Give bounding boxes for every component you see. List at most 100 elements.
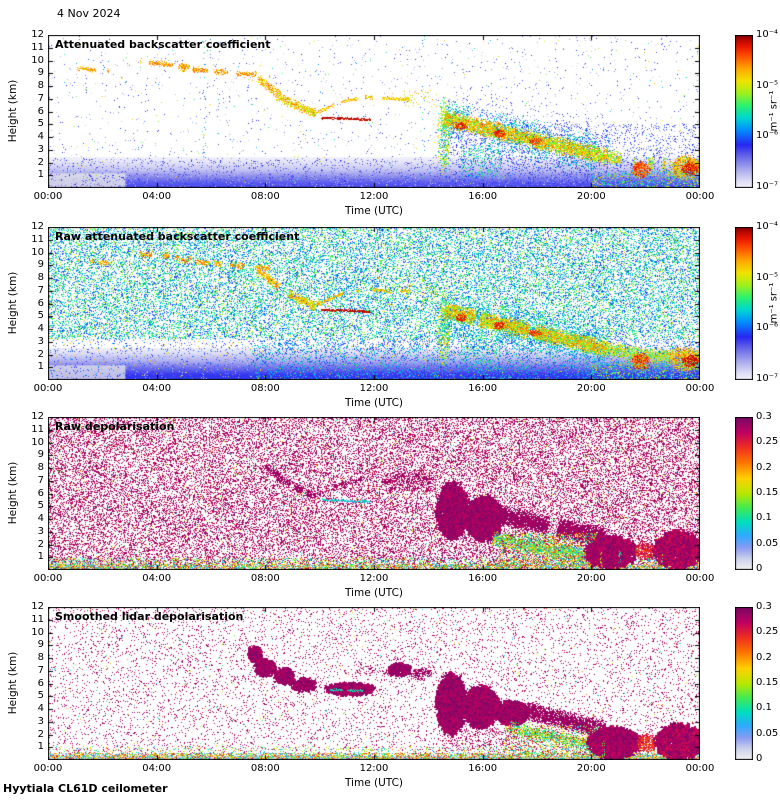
colorbar-tick-label: 10⁻⁴ [756, 29, 779, 40]
y-tick-label: 1 [37, 169, 44, 181]
x-tick-label: 16:00 [468, 573, 498, 584]
x-tick-label: 20:00 [576, 573, 606, 584]
colorbar-tick-label: 0.05 [756, 537, 779, 549]
x-tick-label: 00:00 [33, 573, 63, 584]
colorbar-tick-label: 0 [756, 753, 763, 764]
x-tick-label: 08:00 [250, 191, 280, 202]
colorbar-canvas [735, 607, 753, 760]
date-label: 4 Nov 2024 [57, 7, 121, 20]
y-tick-label: 6 [37, 677, 44, 689]
x-tick-label: 12:00 [359, 573, 389, 584]
y-tick-label: 8 [37, 272, 44, 283]
x-tick-label: 08:00 [250, 763, 280, 774]
y-tick-label: 10 [31, 626, 44, 638]
y-tick-label: 9 [37, 259, 44, 271]
colorbar-canvas [735, 417, 753, 570]
x-tick-label: 00:00 [685, 191, 715, 202]
y-tick-label: 5 [37, 500, 44, 512]
colorbar-tick-label: 0.2 [756, 461, 772, 473]
y-tick-label: 10 [31, 54, 44, 66]
y-tick-label: 4 [37, 131, 44, 142]
y-tick-label: 7 [37, 664, 44, 676]
x-tick-label: 08:00 [250, 573, 280, 584]
y-tick-label: 2 [37, 538, 44, 550]
y-tick-label: 11 [31, 233, 44, 245]
y-tick-label: 8 [37, 652, 44, 663]
y-tick-label: 11 [31, 41, 44, 53]
y-tick-label: 12 [31, 411, 44, 422]
colorbar-tick-label: 0.1 [756, 512, 772, 524]
x-tick-label: 04:00 [142, 573, 172, 584]
panel-attenuated-backscatter: Height (km) Attenuated backscatter coeff… [0, 29, 780, 231]
y-tick-label: 6 [37, 297, 44, 309]
x-tick-label: 16:00 [468, 763, 498, 774]
colorbar-canvas [735, 35, 753, 188]
x-tick-label: 12:00 [359, 763, 389, 774]
colorbar-tick-label: 10⁻⁵ [756, 79, 779, 91]
panel-raw-attenuated-backscatter: Height (km) Raw attenuated backscatter c… [0, 221, 780, 423]
y-tick-label: 12 [31, 29, 44, 40]
y-tick-label: 4 [37, 703, 44, 714]
panel-title: Smoothed lidar depolarisation [55, 610, 244, 623]
x-tick-label: 20:00 [576, 191, 606, 202]
y-tick-label: 6 [37, 487, 44, 499]
colorbar-tick-label: 10⁻⁷ [756, 181, 779, 192]
x-tick-label: 00:00 [685, 763, 715, 774]
y-tick-label: 9 [37, 639, 44, 651]
x-axis-label: Time (UTC) [344, 205, 404, 217]
colorbar-unit-label: m⁻¹ sr⁻¹ [768, 90, 780, 132]
colorbar-tick-label: 10⁻⁶ [756, 130, 779, 142]
x-axis-label: Time (UTC) [344, 397, 404, 409]
colorbar-tick-label: 0.05 [756, 727, 779, 739]
plot-area: Smoothed lidar depolarisation 00:00 04:00… [31, 601, 714, 774]
y-tick-label: 3 [37, 525, 44, 537]
x-tick-label: 20:00 [576, 383, 606, 394]
colorbar-tick-label: 0.25 [756, 626, 779, 638]
plot-area: Raw attenuated backscatter coefficient 0… [31, 221, 714, 394]
x-tick-label: 04:00 [142, 763, 172, 774]
heatmap-canvas [48, 417, 700, 570]
colorbar-tick-label: 0 [756, 563, 763, 574]
colorbar-tick-label: 10⁻⁶ [756, 322, 779, 334]
y-tick-label: 3 [37, 143, 44, 155]
x-tick-label: 16:00 [468, 191, 498, 202]
panel-raw-depolarisation: Height (km) Raw depolarisation 00:00 04:0… [0, 411, 780, 613]
colorbar-tick-label: 10⁻⁷ [756, 373, 779, 384]
colorbar-tick-label: 0.15 [756, 487, 779, 498]
x-tick-label: 00:00 [685, 573, 715, 584]
y-tick-label: 6 [37, 105, 44, 117]
y-tick-label: 7 [37, 474, 44, 486]
x-tick-label: 04:00 [142, 383, 172, 394]
colorbar: 0.3 0.25 0.2 0.15 0.1 0.05 0 [735, 601, 780, 764]
colorbar: 0.3 0.25 0.2 0.15 0.1 0.05 0 [735, 411, 780, 574]
y-tick-label: 1 [37, 361, 44, 373]
panel-smoothed-lidar-depolarisation: Height (km) Smoothed lidar depolarisatio… [0, 601, 780, 800]
x-tick-label: 16:00 [468, 383, 498, 394]
heatmap-canvas [48, 227, 700, 380]
y-tick-label: 8 [37, 462, 44, 473]
x-tick-label: 04:00 [142, 191, 172, 202]
colorbar-tick-label: 0.3 [756, 601, 772, 612]
colorbar-tick-label: 0.2 [756, 651, 772, 663]
colorbar-tick-label: 0.15 [756, 677, 779, 688]
y-tick-label: 11 [31, 423, 44, 435]
y-tick-label: 11 [31, 613, 44, 625]
y-tick-label: 1 [37, 741, 44, 753]
colorbar-tick-label: 10⁻⁵ [756, 271, 779, 283]
colorbar: m⁻¹ sr⁻¹ 10⁻⁴ 10⁻⁵ 10⁻⁶ 10⁻⁷ [735, 29, 780, 192]
y-tick-label: 5 [37, 690, 44, 702]
y-tick-label: 2 [37, 348, 44, 360]
plot-area: Attenuated backscatter coefficient 00:00… [31, 29, 714, 202]
x-tick-label: 12:00 [359, 383, 389, 394]
colorbar-unit-label: m⁻¹ sr⁻¹ [768, 282, 780, 324]
colorbar-tick-label: 0.25 [756, 436, 779, 448]
x-tick-label: 00:00 [33, 191, 63, 202]
y-tick-label: 10 [31, 246, 44, 258]
panel-title: Raw depolarisation [55, 420, 175, 433]
y-tick-label: 1 [37, 551, 44, 563]
y-tick-label: 2 [37, 728, 44, 740]
x-tick-label: 00:00 [33, 383, 63, 394]
y-tick-label: 7 [37, 284, 44, 296]
heatmap-canvas [48, 35, 700, 188]
